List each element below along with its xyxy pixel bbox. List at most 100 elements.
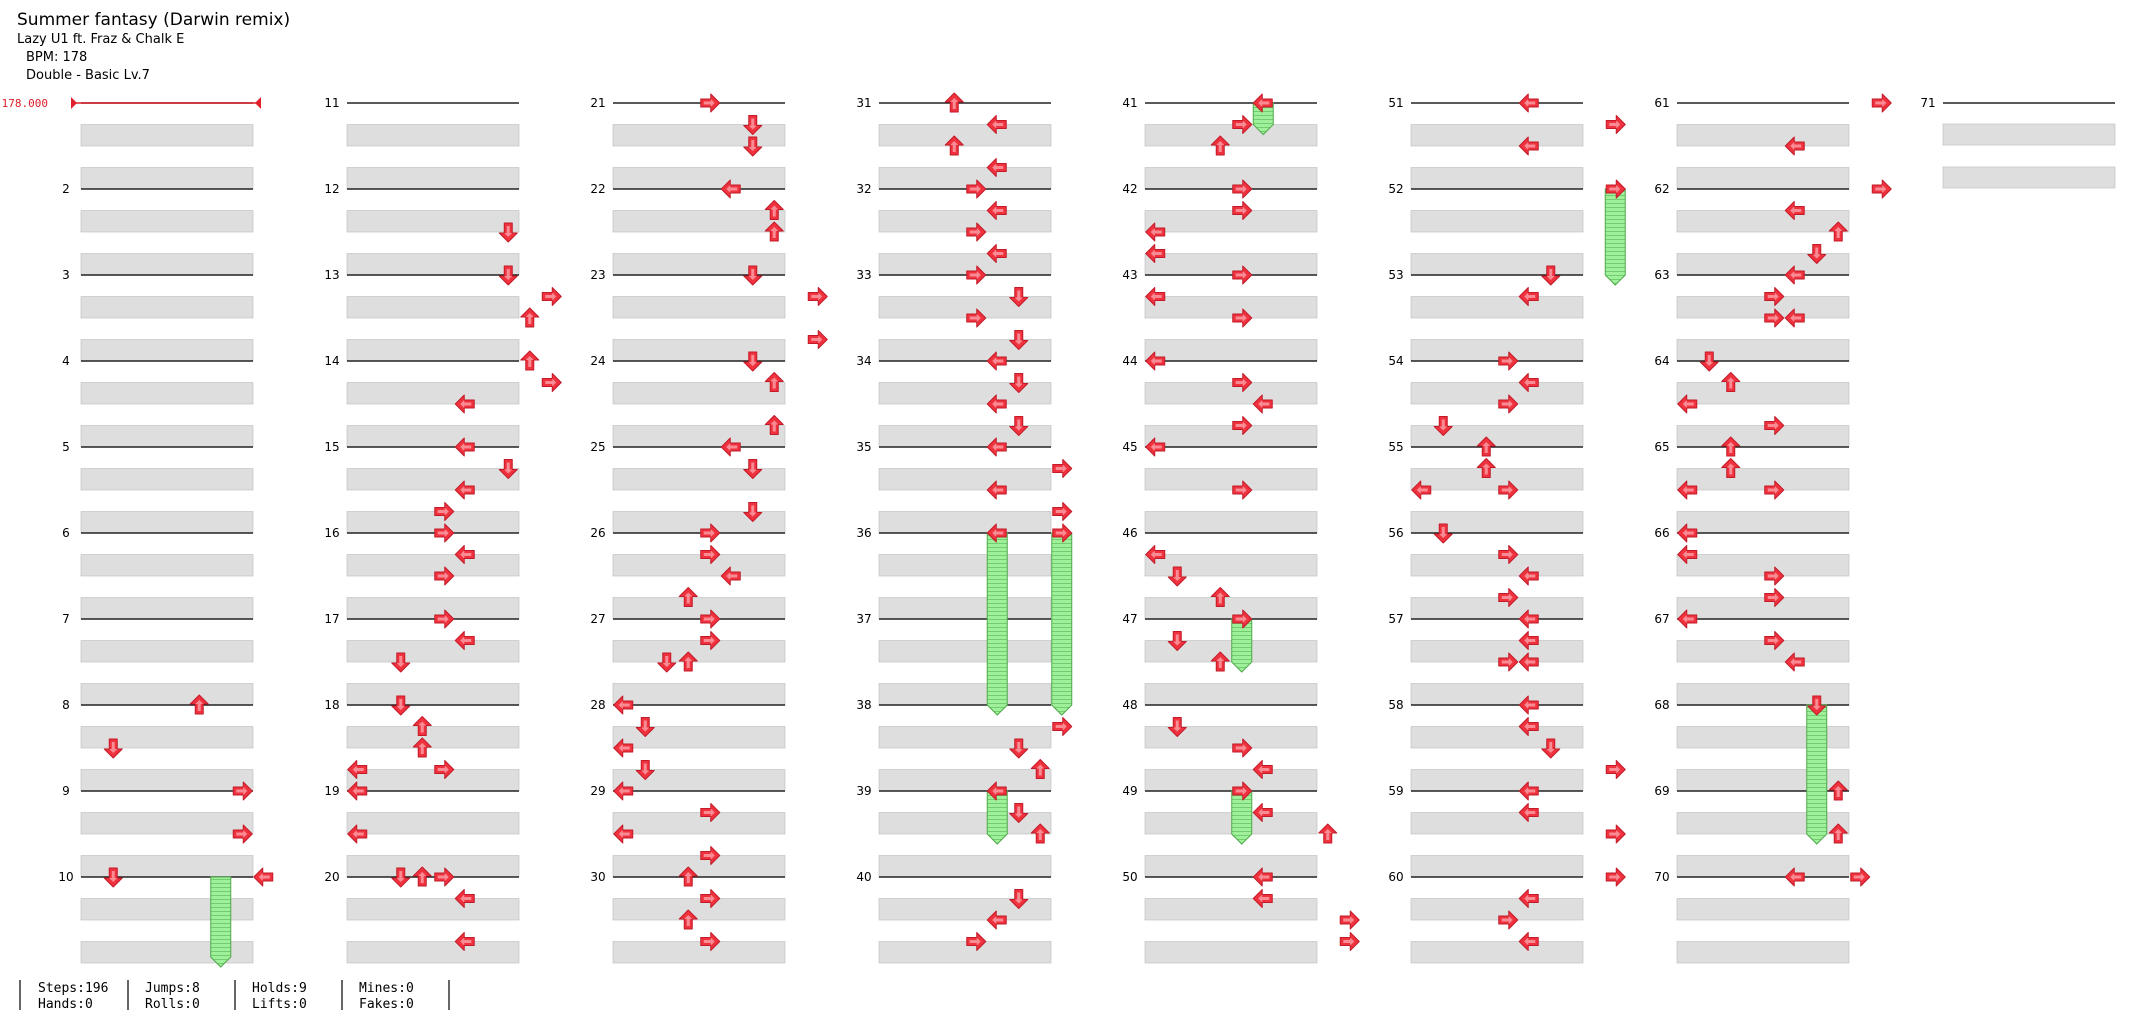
arrow-right-icon xyxy=(1232,179,1253,199)
measure-58 xyxy=(1410,704,1584,792)
arrow-left-icon xyxy=(1252,867,1273,887)
song-info: Summer fantasy (Darwin remix) Lazy U1 ft… xyxy=(17,10,290,85)
measure-11 xyxy=(346,102,520,190)
arrow-right-icon xyxy=(232,781,253,801)
measure-47 xyxy=(1144,618,1318,706)
arrow-left-icon xyxy=(1411,480,1432,500)
measure-26 xyxy=(612,532,786,620)
arrow-right-icon xyxy=(700,545,721,564)
measure-number: 71 xyxy=(1920,96,1935,110)
arrow-up-icon xyxy=(678,909,698,930)
measure-number: 41 xyxy=(1122,96,1137,110)
arrow-left-icon xyxy=(1518,781,1539,801)
arrow-right-icon xyxy=(1498,910,1519,930)
arrow-up-icon xyxy=(1210,651,1230,672)
arrow-left-icon xyxy=(1518,373,1539,392)
arrow-right-icon xyxy=(700,932,721,951)
bpm-marker-label: 178.000 xyxy=(2,97,48,110)
measure-71 xyxy=(1942,102,2116,189)
measure-number: 69 xyxy=(1654,784,1669,798)
arrow-down-icon xyxy=(1009,738,1029,759)
arrow-up-icon xyxy=(1210,587,1230,607)
arrow-left-icon xyxy=(613,695,634,715)
measure-number: 45 xyxy=(1122,440,1137,454)
arrow-right-icon xyxy=(1764,416,1785,435)
arrow-right-icon xyxy=(434,609,455,629)
measure-48 xyxy=(1144,704,1318,792)
measure-number: 42 xyxy=(1122,182,1137,196)
measure-40 xyxy=(878,876,1052,964)
measure-37 xyxy=(878,618,1052,706)
arrow-left-icon xyxy=(1784,265,1805,285)
measure-43 xyxy=(1144,274,1318,362)
arrow-right-icon xyxy=(700,609,721,629)
arrow-down-icon xyxy=(1167,566,1187,587)
arrow-right-icon xyxy=(1605,115,1626,134)
arrow-right-icon xyxy=(1052,523,1073,543)
measure-46 xyxy=(1144,532,1318,620)
arrow-down-icon xyxy=(743,265,763,286)
arrow-right-icon xyxy=(1498,351,1519,371)
arrow-left-icon xyxy=(1252,394,1273,414)
arrow-right-icon xyxy=(700,631,721,650)
measure-16 xyxy=(346,532,520,620)
arrow-left-icon xyxy=(986,158,1007,177)
arrow-left-icon xyxy=(253,867,274,887)
arrow-up-icon xyxy=(1721,372,1741,392)
arrow-left-icon xyxy=(986,437,1007,457)
arrow-down-icon xyxy=(1009,889,1029,909)
hold-note xyxy=(986,532,1008,716)
measure-59 xyxy=(1410,790,1584,878)
measure-number: 10 xyxy=(58,870,73,884)
arrow-left-icon xyxy=(347,824,368,844)
arrow-up-icon xyxy=(678,587,698,607)
arrow-left-icon xyxy=(1518,932,1539,951)
arrow-up-icon xyxy=(1721,458,1741,478)
measure-44 xyxy=(1144,360,1318,448)
arrow-right-icon xyxy=(1850,867,1871,887)
arrow-left-icon xyxy=(1145,222,1166,242)
arrow-left-icon xyxy=(1518,631,1539,650)
measure-35 xyxy=(878,446,1052,534)
arrow-up-icon xyxy=(520,350,540,371)
hold-note xyxy=(1051,532,1073,716)
arrow-right-icon xyxy=(966,179,987,199)
arrow-right-icon xyxy=(434,867,455,887)
arrow-down-icon xyxy=(1541,738,1561,759)
arrow-right-icon xyxy=(1871,93,1892,113)
measure-19 xyxy=(346,790,520,878)
measure-number: 67 xyxy=(1654,612,1669,626)
arrow-up-icon xyxy=(1030,759,1050,779)
arrow-down-icon xyxy=(1167,631,1187,651)
arrow-left-icon xyxy=(1784,308,1805,328)
arrow-left-icon xyxy=(1784,136,1805,156)
measure-number: 56 xyxy=(1388,526,1403,540)
arrow-down-icon xyxy=(657,652,677,673)
arrow-right-icon xyxy=(1871,179,1892,199)
measure-number: 38 xyxy=(856,698,871,712)
arrow-down-icon xyxy=(1807,244,1827,264)
arrow-down-icon xyxy=(1009,803,1029,823)
measure-number: 18 xyxy=(324,698,339,712)
arrow-right-icon xyxy=(434,502,455,521)
arrow-right-icon xyxy=(1232,781,1253,801)
arrow-down-icon xyxy=(1433,523,1453,544)
arrow-down-icon xyxy=(743,115,763,135)
measure-number: 64 xyxy=(1654,354,1669,368)
measure-number: 43 xyxy=(1122,268,1137,282)
measure-56 xyxy=(1410,532,1584,620)
measure-8 xyxy=(80,704,254,792)
arrow-left-icon xyxy=(1677,523,1698,543)
arrow-right-icon xyxy=(1232,609,1253,629)
arrow-up-icon xyxy=(1476,436,1496,457)
measure-22 xyxy=(612,188,786,276)
arrow-up-icon xyxy=(1721,436,1741,457)
measure-number: 70 xyxy=(1654,870,1669,884)
arrow-left-icon xyxy=(1518,717,1539,736)
arrow-left-icon xyxy=(1518,136,1539,156)
measure-number: 51 xyxy=(1388,96,1403,110)
measure-number: 23 xyxy=(590,268,605,282)
arrow-right-icon xyxy=(1232,373,1253,392)
arrow-left-icon xyxy=(1518,695,1539,715)
